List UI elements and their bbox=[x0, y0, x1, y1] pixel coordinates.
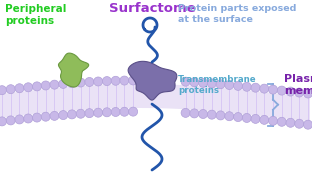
Circle shape bbox=[198, 109, 207, 118]
Circle shape bbox=[41, 112, 50, 121]
Circle shape bbox=[304, 120, 312, 129]
Circle shape bbox=[190, 109, 199, 118]
Circle shape bbox=[111, 108, 120, 117]
Circle shape bbox=[234, 113, 242, 122]
Text: Peripheral
proteins: Peripheral proteins bbox=[5, 4, 66, 26]
Circle shape bbox=[181, 77, 190, 86]
Circle shape bbox=[41, 81, 50, 90]
Text: Protein parts exposed
at the surface: Protein parts exposed at the surface bbox=[178, 4, 296, 24]
Circle shape bbox=[32, 113, 41, 122]
Circle shape bbox=[260, 115, 269, 124]
Circle shape bbox=[277, 117, 286, 126]
Circle shape bbox=[0, 117, 7, 126]
Circle shape bbox=[120, 76, 129, 85]
Circle shape bbox=[260, 84, 269, 93]
Text: Transmembrane
proteins: Transmembrane proteins bbox=[178, 75, 257, 95]
Circle shape bbox=[304, 89, 312, 98]
Circle shape bbox=[225, 80, 234, 89]
Circle shape bbox=[0, 86, 7, 95]
Circle shape bbox=[207, 110, 216, 119]
Text: Plasma
membrane: Plasma membrane bbox=[284, 74, 312, 96]
Text: Surfactome: Surfactome bbox=[109, 2, 195, 15]
Circle shape bbox=[129, 76, 138, 85]
Circle shape bbox=[111, 76, 120, 85]
Circle shape bbox=[251, 83, 260, 92]
Circle shape bbox=[286, 87, 295, 96]
Circle shape bbox=[59, 111, 68, 120]
Circle shape bbox=[225, 112, 234, 121]
Circle shape bbox=[76, 109, 85, 118]
Circle shape bbox=[32, 82, 41, 91]
Circle shape bbox=[85, 109, 94, 118]
Circle shape bbox=[269, 85, 278, 94]
Circle shape bbox=[190, 78, 199, 87]
Circle shape bbox=[24, 83, 33, 92]
Circle shape bbox=[15, 115, 24, 124]
Circle shape bbox=[6, 85, 15, 94]
Circle shape bbox=[295, 119, 304, 128]
Circle shape bbox=[251, 114, 260, 123]
Circle shape bbox=[67, 110, 76, 119]
Circle shape bbox=[94, 108, 103, 117]
Circle shape bbox=[76, 78, 85, 87]
Circle shape bbox=[234, 81, 242, 90]
Circle shape bbox=[50, 80, 59, 89]
Circle shape bbox=[286, 118, 295, 127]
Circle shape bbox=[85, 77, 94, 86]
Circle shape bbox=[102, 108, 111, 117]
Circle shape bbox=[216, 80, 225, 89]
Circle shape bbox=[216, 111, 225, 120]
Circle shape bbox=[295, 88, 304, 97]
Circle shape bbox=[242, 82, 251, 91]
Circle shape bbox=[15, 84, 24, 93]
Circle shape bbox=[6, 116, 15, 125]
Polygon shape bbox=[58, 53, 89, 87]
Circle shape bbox=[269, 116, 278, 125]
Circle shape bbox=[181, 108, 190, 117]
Circle shape bbox=[102, 77, 111, 86]
Polygon shape bbox=[0, 84, 310, 121]
Circle shape bbox=[50, 111, 59, 120]
Circle shape bbox=[242, 113, 251, 122]
Circle shape bbox=[277, 86, 286, 95]
Circle shape bbox=[59, 79, 68, 88]
Circle shape bbox=[24, 114, 33, 123]
Circle shape bbox=[207, 79, 216, 88]
Polygon shape bbox=[128, 61, 177, 100]
Circle shape bbox=[94, 77, 103, 86]
Circle shape bbox=[67, 79, 76, 88]
Circle shape bbox=[120, 107, 129, 116]
Circle shape bbox=[198, 78, 207, 87]
Circle shape bbox=[129, 107, 138, 116]
